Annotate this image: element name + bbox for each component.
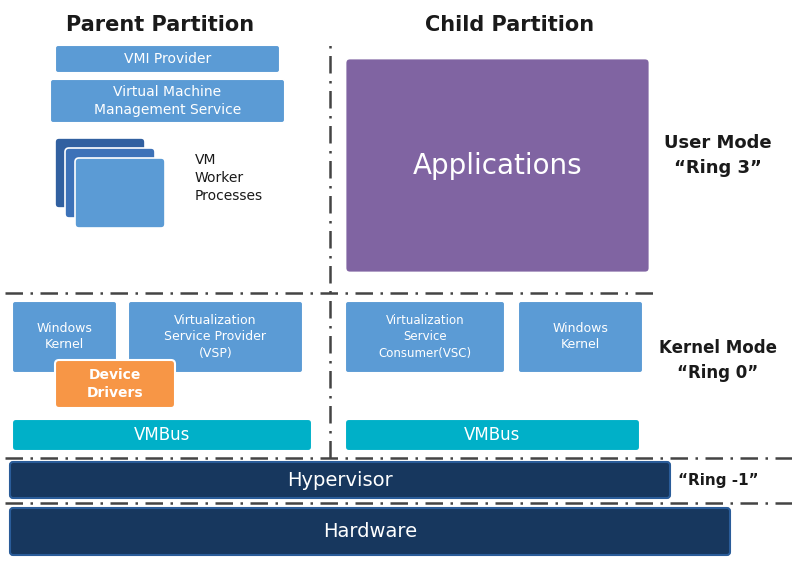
Text: Windows
Kernel: Windows Kernel	[553, 323, 608, 351]
FancyBboxPatch shape	[10, 462, 670, 498]
Text: Hypervisor: Hypervisor	[287, 471, 393, 489]
Text: Virtual Machine
Management Service: Virtual Machine Management Service	[94, 86, 241, 117]
Text: VMBus: VMBus	[134, 426, 190, 444]
Text: “Ring -1”: “Ring -1”	[678, 473, 758, 489]
FancyBboxPatch shape	[518, 301, 643, 373]
FancyBboxPatch shape	[345, 58, 650, 273]
Text: “Ring 3”: “Ring 3”	[674, 159, 762, 177]
Text: Device
Drivers: Device Drivers	[86, 368, 143, 400]
FancyBboxPatch shape	[12, 419, 312, 451]
FancyBboxPatch shape	[65, 148, 155, 218]
Text: Virtualization
Service Provider
(VSP): Virtualization Service Provider (VSP)	[165, 315, 266, 360]
Text: Applications: Applications	[413, 151, 582, 180]
Text: “Ring 0”: “Ring 0”	[677, 364, 759, 382]
Text: Child Partition: Child Partition	[425, 15, 595, 35]
Text: Windows
Kernel: Windows Kernel	[36, 323, 93, 351]
FancyBboxPatch shape	[12, 301, 117, 373]
Text: User Mode: User Mode	[664, 134, 772, 152]
Text: VM
Worker
Processes: VM Worker Processes	[195, 153, 263, 203]
FancyBboxPatch shape	[128, 301, 303, 373]
Text: VMBus: VMBus	[464, 426, 520, 444]
FancyBboxPatch shape	[55, 45, 280, 73]
Text: Kernel Mode: Kernel Mode	[659, 339, 777, 357]
FancyBboxPatch shape	[345, 419, 640, 451]
Text: VMI Provider: VMI Provider	[124, 52, 211, 66]
FancyBboxPatch shape	[55, 138, 145, 208]
FancyBboxPatch shape	[50, 79, 285, 123]
FancyBboxPatch shape	[55, 360, 175, 408]
Text: Virtualization
Service
Consumer(VSC): Virtualization Service Consumer(VSC)	[379, 315, 471, 360]
FancyBboxPatch shape	[10, 508, 730, 555]
Text: Hardware: Hardware	[323, 522, 417, 541]
Text: Parent Partition: Parent Partition	[66, 15, 254, 35]
FancyBboxPatch shape	[75, 158, 165, 228]
FancyBboxPatch shape	[345, 301, 505, 373]
